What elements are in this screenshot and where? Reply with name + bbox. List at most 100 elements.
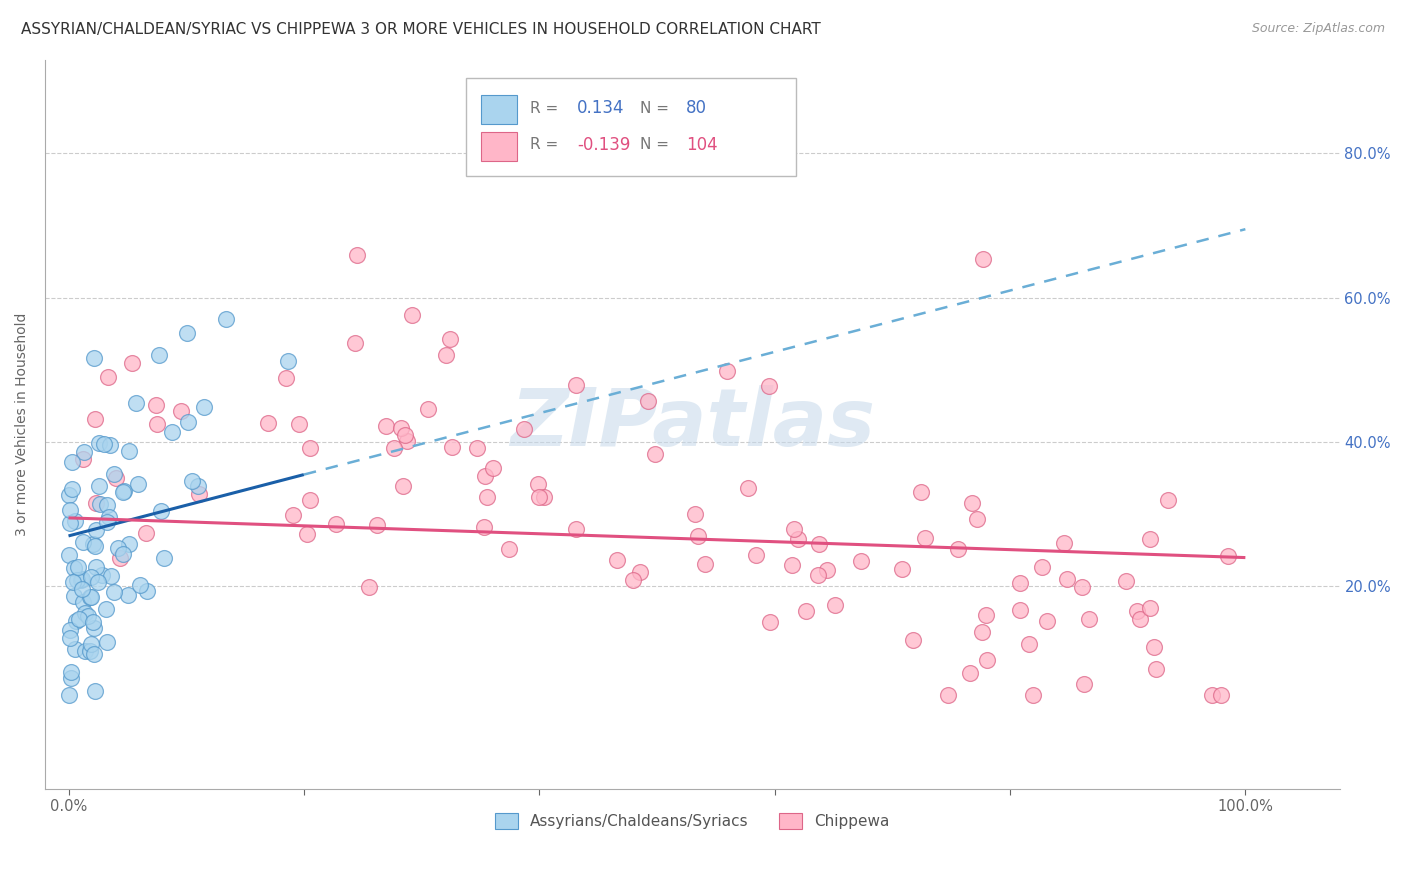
Point [637,394,659,409]
Point [73,444,96,458]
Point [1056,572,1078,586]
Text: -0.139: -0.139 [576,136,630,154]
Point [382,441,405,455]
Point [96,498,118,512]
Point [1021,688,1043,702]
Point [910,485,932,500]
Point [936,688,959,702]
Point [83,648,105,662]
Point [1129,612,1152,626]
Point [481,460,503,475]
Point [780,558,803,572]
Point [79,590,101,604]
Point [90,568,112,582]
Y-axis label: 3 or more Vehicles in Household: 3 or more Vehicles in Household [15,312,30,536]
Point [63,641,86,656]
Point [391,421,413,435]
Text: N =: N = [641,137,669,153]
Point [117,443,139,458]
Point [135,526,157,541]
Point [972,624,994,639]
Point [688,529,710,543]
Point [824,598,846,612]
Point [83,351,105,365]
Point [786,532,808,546]
Point [70,573,93,587]
Point [1142,640,1164,654]
Point [67,559,90,574]
Point [176,416,198,430]
Point [606,553,628,567]
Point [60,455,83,469]
Point [112,483,135,498]
Point [107,541,129,555]
Point [59,516,82,530]
Point [526,477,548,491]
Point [475,490,498,504]
Point [396,434,419,448]
Point [73,643,96,657]
Point [1115,574,1137,588]
Point [82,615,104,629]
Point [117,588,139,602]
Point [960,496,983,510]
Point [76,608,98,623]
Point [127,477,149,491]
Point [96,515,118,529]
Point [716,364,738,378]
Point [513,422,536,436]
Point [299,441,322,455]
Point [62,575,84,590]
Point [416,401,439,416]
Point [86,575,108,590]
Point [111,485,134,500]
Point [628,566,651,580]
Point [150,504,173,518]
Point [472,520,495,534]
Point [65,514,87,528]
FancyBboxPatch shape [465,78,796,177]
Text: N =: N = [641,101,669,116]
Point [103,585,125,599]
Point [1157,493,1180,508]
Point [59,671,82,685]
Text: R =: R = [530,101,558,116]
Text: 0.134: 0.134 [576,99,624,118]
Point [84,412,107,426]
Point [80,570,103,584]
Text: ASSYRIAN/CHALDEAN/SYRIAC VS CHIPPEWA 3 OR MORE VEHICLES IN HOUSEHOLD CORRELATION: ASSYRIAN/CHALDEAN/SYRIAC VS CHIPPEWA 3 O… [21,22,821,37]
Point [152,550,174,565]
Point [1073,677,1095,691]
Point [759,615,782,629]
Point [62,561,84,575]
Point [359,580,381,594]
Point [745,548,768,562]
Point [59,503,82,517]
Text: R =: R = [530,137,558,153]
Point [60,482,83,496]
Point [59,624,82,638]
Point [67,612,90,626]
Point [257,416,280,430]
Point [1018,637,1040,651]
Point [298,493,321,508]
Point [274,371,297,385]
Point [277,354,299,368]
Point [401,308,423,322]
Point [72,451,94,466]
Point [58,488,80,502]
Point [783,522,806,536]
Point [1078,612,1101,626]
Point [86,523,108,537]
Point [693,557,716,571]
Point [87,479,110,493]
Point [87,436,110,450]
Point [737,481,759,495]
Point [96,634,118,648]
Point [959,665,981,680]
Point [89,497,111,511]
Point [815,563,838,577]
Point [1031,559,1053,574]
Point [98,437,121,451]
Point [111,547,134,561]
